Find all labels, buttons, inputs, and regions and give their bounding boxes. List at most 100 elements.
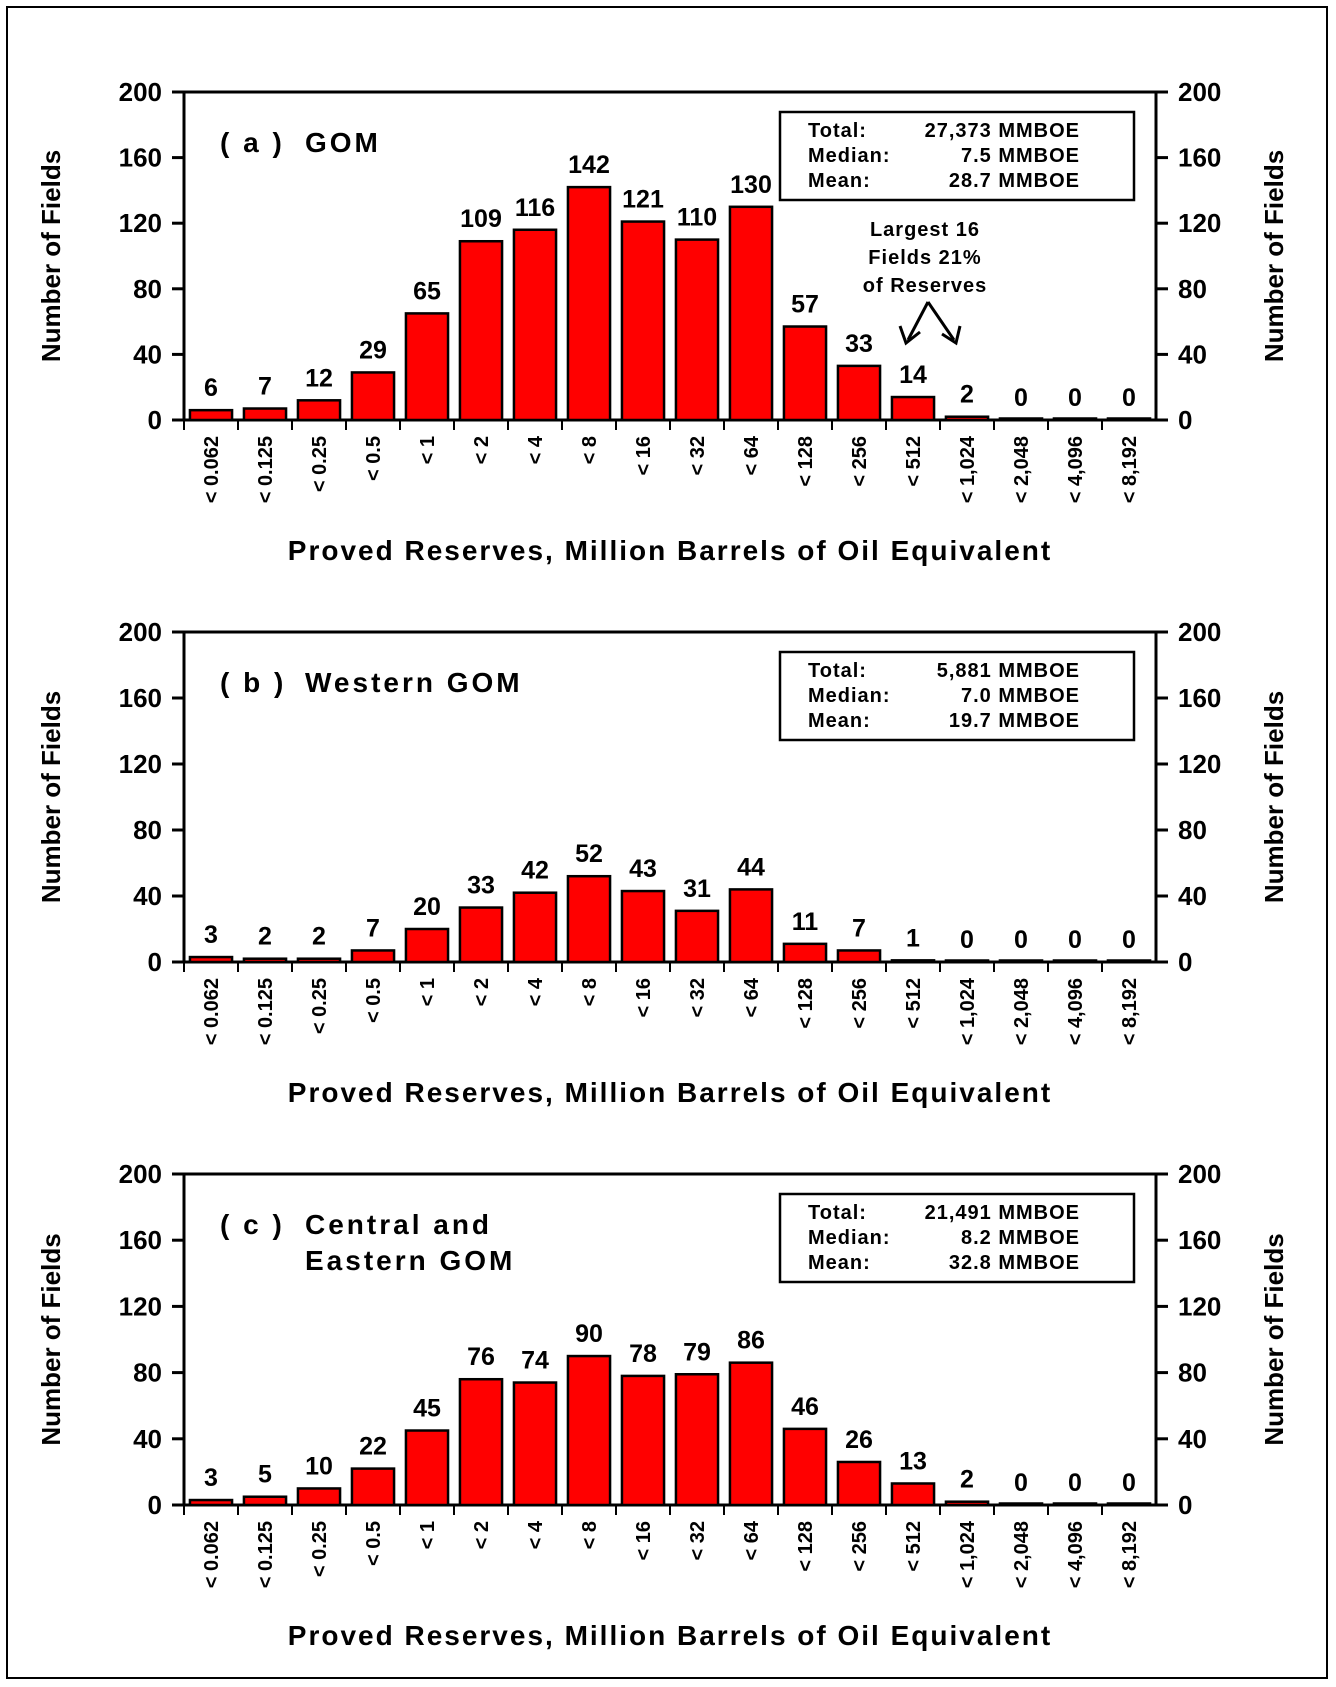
stats-label: Mean: xyxy=(808,1252,871,1274)
bar xyxy=(458,906,504,964)
bar-value-label: 33 xyxy=(845,330,873,358)
bar xyxy=(512,1381,558,1507)
bar xyxy=(1052,1502,1098,1507)
x-category-label: < 0.25 xyxy=(309,1521,331,1577)
stats-label: Total: xyxy=(808,1202,867,1224)
bar xyxy=(1052,417,1098,422)
y-tick-label-left: 160 xyxy=(119,683,162,713)
bar-value-label: 13 xyxy=(899,1447,927,1475)
bar-value-label: 22 xyxy=(359,1433,387,1461)
x-category-label: < 0.5 xyxy=(363,978,385,1023)
x-category-label: < 0.125 xyxy=(255,978,277,1045)
bar xyxy=(458,1377,504,1507)
y-tick-label-left: 160 xyxy=(119,1225,162,1255)
bar xyxy=(728,205,774,422)
bar-value-label: 3 xyxy=(204,921,218,949)
y-tick-label-left: 40 xyxy=(133,1424,162,1454)
panel-title: Western GOM xyxy=(305,667,523,698)
bar xyxy=(1106,417,1152,422)
x-category-label: < 0.5 xyxy=(363,1521,385,1566)
bar xyxy=(998,959,1044,964)
x-category-label: < 64 xyxy=(741,977,763,1017)
bar-value-label: 2 xyxy=(960,381,974,409)
x-category-label: < 16 xyxy=(633,978,655,1017)
x-category-label: < 32 xyxy=(687,1521,709,1560)
bar xyxy=(944,1500,990,1507)
bar-value-label: 142 xyxy=(568,151,610,179)
x-category-label: < 2,048 xyxy=(1011,436,1033,503)
bar xyxy=(674,909,720,964)
y-tick-label-right: 120 xyxy=(1178,749,1221,779)
y-tick-label-left: 0 xyxy=(148,405,162,435)
bar-value-label: 7 xyxy=(852,914,866,942)
x-category-label: < 128 xyxy=(795,978,817,1029)
x-category-label: < 4 xyxy=(525,1520,547,1549)
bar-value-label: 3 xyxy=(204,1464,218,1492)
bar-value-label: 46 xyxy=(791,1393,819,1421)
bar xyxy=(836,949,882,964)
stats-value: 19.7 MMBOE xyxy=(949,710,1080,732)
y-tick-label-left: 120 xyxy=(119,749,162,779)
bar-value-label: 0 xyxy=(1068,1469,1082,1497)
y-tick-label-right: 0 xyxy=(1178,1490,1192,1520)
x-category-label: < 8 xyxy=(579,1521,601,1549)
bar xyxy=(620,889,666,964)
y-tick-label-right: 40 xyxy=(1178,339,1207,369)
x-category-label: < 0.25 xyxy=(309,436,331,492)
y-tick-label-left: 120 xyxy=(119,1291,162,1321)
bar-value-label: 130 xyxy=(730,171,772,199)
y-axis-title-right: Number of Fields xyxy=(1259,1233,1289,1445)
bar-value-label: 26 xyxy=(845,1426,873,1454)
bar xyxy=(458,239,504,422)
bar-value-label: 52 xyxy=(575,840,603,868)
bar-value-label: 31 xyxy=(683,875,711,903)
bar-value-label: 14 xyxy=(899,361,927,389)
x-category-label: < 0.062 xyxy=(201,436,223,503)
bar xyxy=(350,949,396,964)
x-category-label: < 2 xyxy=(471,978,493,1006)
bar xyxy=(782,942,828,964)
x-category-label: < 2 xyxy=(471,436,493,464)
x-category-label: < 256 xyxy=(849,436,871,487)
stats-value: 32.8 MMBOE xyxy=(949,1252,1080,1274)
bar xyxy=(296,957,342,964)
panel-label: ( c ) xyxy=(220,1209,285,1240)
bar xyxy=(242,1495,288,1507)
y-tick-label-left: 40 xyxy=(133,881,162,911)
bar xyxy=(404,927,450,964)
x-category-label: < 8,192 xyxy=(1119,436,1141,503)
stats-label: Total: xyxy=(808,660,867,682)
y-tick-label-right: 160 xyxy=(1178,143,1221,173)
stats-value: 21,491 MMBOE xyxy=(925,1202,1080,1224)
panel-label: ( b ) xyxy=(220,667,286,698)
bar-value-label: 0 xyxy=(1068,384,1082,412)
panel-title: Central and xyxy=(305,1209,492,1240)
stats-value: 7.5 MMBOE xyxy=(961,145,1080,167)
y-axis-title-left: Number of Fields xyxy=(36,691,66,903)
bar-value-label: 0 xyxy=(1068,926,1082,954)
bar-value-label: 0 xyxy=(1014,384,1028,412)
bar-value-label: 10 xyxy=(305,1452,333,1480)
x-category-label: < 0.062 xyxy=(201,978,223,1045)
x-category-label: < 64 xyxy=(741,1520,763,1560)
bar xyxy=(728,1361,774,1507)
bar xyxy=(674,1373,720,1507)
bar xyxy=(188,1498,234,1507)
x-category-label: < 0.125 xyxy=(255,1521,277,1588)
x-category-label: < 16 xyxy=(633,1521,655,1560)
y-tick-label-left: 160 xyxy=(119,143,162,173)
y-tick-label-right: 200 xyxy=(1178,77,1221,107)
y-tick-label-right: 120 xyxy=(1178,208,1221,238)
x-category-label: < 256 xyxy=(849,1521,871,1572)
bar-value-label: 110 xyxy=(677,204,717,232)
y-tick-label-left: 120 xyxy=(119,208,162,238)
stats-value: 28.7 MMBOE xyxy=(949,170,1080,192)
bar-value-label: 7 xyxy=(366,914,380,942)
y-axis-title-left: Number of Fields xyxy=(36,150,66,362)
figure-frame xyxy=(6,6,1328,1679)
stats-box xyxy=(778,110,1136,202)
bar xyxy=(998,1502,1044,1507)
bar-value-label: 121 xyxy=(622,186,664,214)
y-tick-label-left: 80 xyxy=(133,1358,162,1388)
